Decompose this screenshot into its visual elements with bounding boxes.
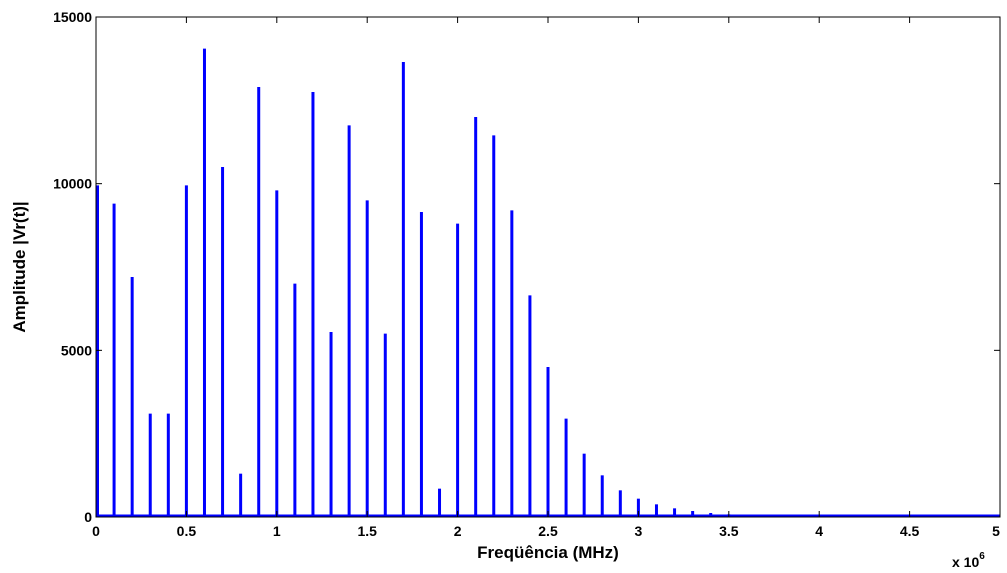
x-axis-exponent: x 106 — [952, 551, 985, 570]
x-tick-label: 2 — [454, 523, 462, 539]
x-tick-label: 0 — [92, 523, 100, 539]
x-tick-label: 2.5 — [538, 523, 558, 539]
y-axis-ticks: 0 5000 10000 15000 — [53, 9, 1000, 525]
x-tick-label: 1.5 — [357, 523, 377, 539]
y-tick-label: 10000 — [53, 176, 92, 192]
x-tick-label: 5 — [992, 523, 1000, 539]
plot-frame — [95, 16, 1001, 518]
x-tick-label: 0.5 — [177, 523, 197, 539]
data-bars — [96, 48, 1000, 518]
y-tick-label: 0 — [84, 509, 92, 525]
y-tick-label: 15000 — [53, 9, 92, 25]
x-tick-label: 1 — [273, 523, 281, 539]
x-tick-label: 3.5 — [719, 523, 739, 539]
y-axis-label: Amplitude |Vr(t)| — [10, 201, 29, 332]
x-axis-label: Freqüência (MHz) — [477, 543, 619, 562]
x-tick-label: 4 — [815, 523, 823, 539]
y-tick-label: 5000 — [61, 342, 92, 358]
x-tick-label: 3 — [635, 523, 643, 539]
x-tick-label: 4.5 — [900, 523, 920, 539]
